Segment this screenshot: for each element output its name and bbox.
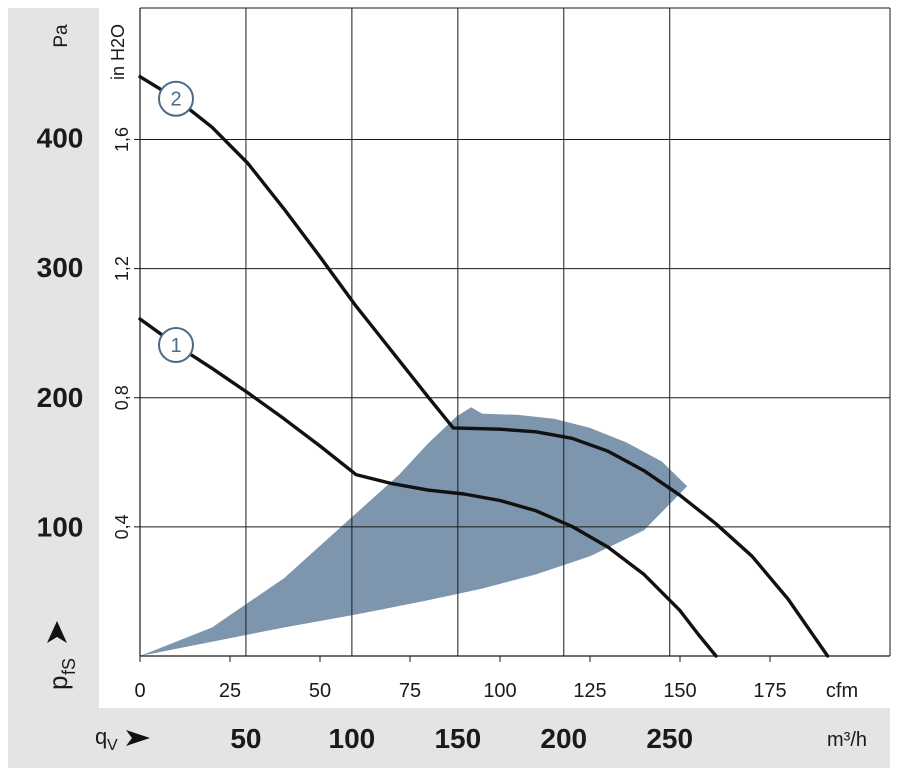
series-layer (138, 75, 830, 658)
plot-background (99, 8, 890, 708)
x-tick-label-cfm: 150 (663, 680, 696, 702)
y-unit-secondary: in H2O (108, 24, 128, 80)
svg-text:q: q (95, 724, 107, 749)
x-tick-label-m3h: 50 (230, 723, 261, 754)
svg-text:V: V (107, 737, 118, 754)
y-tick-label-pa: 200 (37, 382, 84, 413)
series-2-marker-label: 2 (170, 89, 181, 111)
svg-text:p: p (43, 676, 73, 690)
y-tick-label-pa: 400 (37, 123, 84, 154)
x-tick-label-cfm: 50 (309, 680, 331, 702)
left-axis-band (8, 8, 99, 708)
y-axis-symbol: p fS (43, 658, 79, 690)
series-1-marker-label: 1 (170, 335, 181, 357)
y-axis-arrow-icon (47, 621, 67, 643)
bottom-axis-band (8, 708, 890, 768)
x-tick-label-m3h: 250 (646, 723, 693, 754)
x-tick-label-m3h: 200 (540, 723, 587, 754)
operating-area-layer (140, 407, 688, 656)
y-tick-label-pa: 300 (37, 252, 84, 283)
label-layer: 12 (158, 80, 194, 363)
x-axis-symbol: q V (95, 724, 118, 754)
series-2-line (138, 75, 830, 658)
y-tick-label-pa: 100 (37, 511, 84, 542)
y-tick-label-inh2o: 1,2 (112, 256, 132, 281)
x-tick-label-cfm: 125 (573, 680, 606, 702)
x-tick-label-cfm: 100 (483, 680, 516, 702)
svg-text:fS: fS (59, 658, 79, 675)
x-unit-primary: cfm (826, 680, 858, 702)
x-tick-label-cfm: 175 (753, 680, 786, 702)
y-tick-label-inh2o: 1,6 (112, 127, 132, 152)
grid-layer (140, 8, 890, 656)
y-unit-primary: Pa (51, 24, 72, 48)
operating-area (140, 407, 688, 656)
x-tick-label-m3h: 100 (329, 723, 376, 754)
y-tick-label-inh2o: 0,4 (112, 514, 132, 539)
series-1-marker (158, 326, 194, 363)
x-tick-label-cfm: 0 (134, 680, 145, 702)
x-tick-label-cfm: 75 (399, 680, 421, 702)
x-tick-label-m3h: 150 (434, 723, 481, 754)
series-1-line (138, 317, 718, 658)
x-tick-label-cfm: 25 (219, 680, 241, 702)
x-axis-arrow-icon (126, 730, 150, 746)
series-2-marker (158, 80, 194, 117)
x-unit-secondary: m³/h (827, 729, 867, 751)
y-tick-label-inh2o: 0,8 (112, 385, 132, 410)
